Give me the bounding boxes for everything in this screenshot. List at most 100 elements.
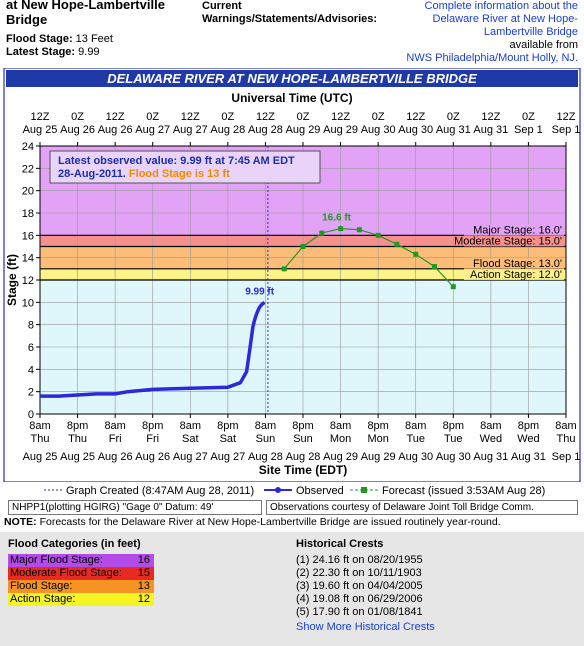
top-tick-label: 0Z (522, 111, 535, 123)
note-label: NOTE: (4, 516, 37, 528)
top-tick-label: 12Z (331, 111, 350, 123)
bottom-tick-date: Aug 27 (173, 451, 208, 463)
legend-observed-text: Observed (296, 485, 344, 497)
forecast-point (394, 241, 400, 247)
top-tick-label: 12Z (256, 111, 275, 123)
bottom-tick-time: 8am (555, 420, 576, 432)
bottom-tick-time: 8pm (217, 420, 238, 432)
category-major: Major Flood Stage: 16 (8, 554, 154, 567)
bottom-tick-day: Thu (31, 433, 50, 445)
complete-info-link[interactable]: Complete information about the Delaware … (424, 0, 578, 38)
bottom-tick-date: Aug 31 (511, 451, 546, 463)
top-tick-label: 12Z (181, 111, 200, 123)
crest-row: (2) 22.30 ft on 10/11/1903 (296, 567, 422, 579)
info-bar: NHPP1(plotting HGIRG) "Gage 0" Datum: 49… (8, 500, 578, 515)
bottom-tick-time: 8am (480, 420, 501, 432)
top-tick-date: Aug 30 (361, 124, 396, 136)
flood-stage-value: 13 Feet (75, 33, 113, 45)
y-tick-label: 18 (22, 208, 34, 220)
info-links: Complete information about the Delaware … (378, 0, 578, 65)
category-label: Moderate Flood Stage: (10, 567, 122, 579)
latest-stage-label: Latest Stage: (6, 46, 76, 58)
observed-value-label: 9.99 ft (245, 286, 275, 297)
bottom-tick-time: 8pm (518, 420, 539, 432)
note-text: Forecasts for the Delaware River at New … (39, 516, 501, 528)
latest-value-line1: Latest observed value: 9.99 ft at 7:45 A… (58, 155, 295, 167)
bottom-tick-date: Aug 26 (135, 451, 170, 463)
flood-stage-label: Flood Stage: (6, 33, 73, 45)
category-action: Action Stage: 12 (8, 593, 154, 606)
bottom-tick-day: Mon (330, 433, 351, 445)
bottom-tick-day: Tue (406, 433, 425, 445)
crest-row: (1) 24.16 ft on 08/20/1955 (296, 554, 423, 566)
y-tick-label: 6 (28, 342, 34, 354)
bottom-tick-time: 8pm (292, 420, 313, 432)
bottom-tick-date: Sep 1 (552, 451, 581, 463)
bottom-tick-time: 8pm (443, 420, 464, 432)
top-tick-date: Sep 1 (514, 124, 543, 136)
category-value: 16 (137, 554, 150, 566)
gauge-title: at New Hope-Lambertville Bridge (6, 0, 165, 27)
y-tick-label: 16 (22, 230, 34, 242)
y-axis-label: Stage (ft) (5, 254, 19, 306)
top-tick-date: Aug 27 (173, 124, 208, 136)
latest-value-box (49, 150, 321, 184)
bottom-tick-day: Tue (444, 433, 463, 445)
courtesy-box: Observations courtesy of Delaware Joint … (266, 500, 578, 515)
threshold-label: Moderate Stage: 15.0' (454, 236, 562, 248)
top-tick-label: 12Z (406, 111, 425, 123)
latest-stage-value: 9.99 (78, 46, 100, 58)
threshold-label-bg (464, 257, 564, 269)
top-tick-date: Sep 1 (552, 124, 581, 136)
warnings-heading-line2: Warnings/Statements/Advisories: (202, 13, 378, 25)
top-tick-label: 0Z (71, 111, 84, 123)
bottom-panel: Flood Categories (in feet) Major Flood S… (0, 532, 584, 646)
bottom-tick-day: Thu (68, 433, 87, 445)
forecast-point (338, 226, 344, 232)
top-tick-label: 12Z (557, 111, 576, 123)
category-label: Major Flood Stage: (10, 554, 103, 566)
bottom-tick-day: Sat (220, 433, 237, 445)
threshold-label-bg (464, 224, 564, 236)
bottom-tick-day: Sun (293, 433, 313, 445)
more-crests-link[interactable]: Show More Historical Crests (296, 621, 435, 633)
crest-row: (5) 17.90 ft on 01/08/1841 (296, 606, 423, 618)
nws-office-link[interactable]: NWS Philadelphia/Mount Holly, NJ. (406, 52, 578, 64)
forecast-point (450, 284, 456, 290)
hydrograph-chart: DELAWARE RIVER AT NEW HOPE-LAMBERTVILLE … (0, 68, 584, 500)
chart-legend: Graph Created (8:47AM Aug 28, 2011) Obse… (0, 482, 584, 501)
bottom-tick-date: Aug 28 (248, 451, 283, 463)
y-tick-label: 4 (28, 364, 34, 376)
legend-svg: Graph Created (8:47AM Aug 28, 2011) Obse… (44, 485, 545, 497)
forecast-point (281, 266, 287, 272)
threshold-label-bg (464, 235, 564, 247)
top-tick-date: Aug 28 (248, 124, 283, 136)
bottom-tick-time: 8am (255, 420, 276, 432)
legend-graph-created-text: Graph Created (8:47AM Aug 28, 2011) (66, 485, 254, 497)
top-tick-label: 12Z (106, 111, 125, 123)
bottom-tick-date: Aug 25 (60, 451, 95, 463)
bottom-tick-time: 8am (104, 420, 125, 432)
bottom-tick-date: Aug 30 (436, 451, 471, 463)
warnings-heading-line1: Current (202, 0, 242, 12)
bottom-tick-date: Aug 28 (286, 451, 321, 463)
top-tick-date: Aug 31 (473, 124, 508, 136)
bottom-tick-day: Wed (480, 433, 502, 445)
bottom-tick-date: Aug 29 (361, 451, 396, 463)
top-tick-date: Aug 29 (286, 124, 321, 136)
hydrograph-svg: DELAWARE RIVER AT NEW HOPE-LAMBERTVILLE … (3, 68, 581, 482)
bottom-tick-day: Fri (146, 433, 159, 445)
latest-value-line2: 28-Aug-2011. Flood Stage is 13 ft (58, 168, 230, 180)
bottom-tick-day: Sat (182, 433, 199, 445)
datum-box: NHPP1(plotting HGIRG) "Gage 0" Datum: 49… (8, 500, 262, 515)
bottom-tick-time: 8am (180, 420, 201, 432)
warnings-heading: Current Warnings/Statements/Advisories: (202, 0, 377, 26)
bottom-tick-time: 8am (405, 420, 426, 432)
category-moderate: Moderate Flood Stage: 15 (8, 567, 154, 580)
y-tick-label: 22 (22, 163, 34, 175)
bottom-tick-time: 8pm (142, 420, 163, 432)
bottom-tick-day: Fri (109, 433, 122, 445)
stage-summary: Flood Stage: 13 Feet Latest Stage: 9.99 (6, 33, 113, 59)
bottom-tick-time: 8pm (67, 420, 88, 432)
forecast-point (432, 264, 437, 270)
